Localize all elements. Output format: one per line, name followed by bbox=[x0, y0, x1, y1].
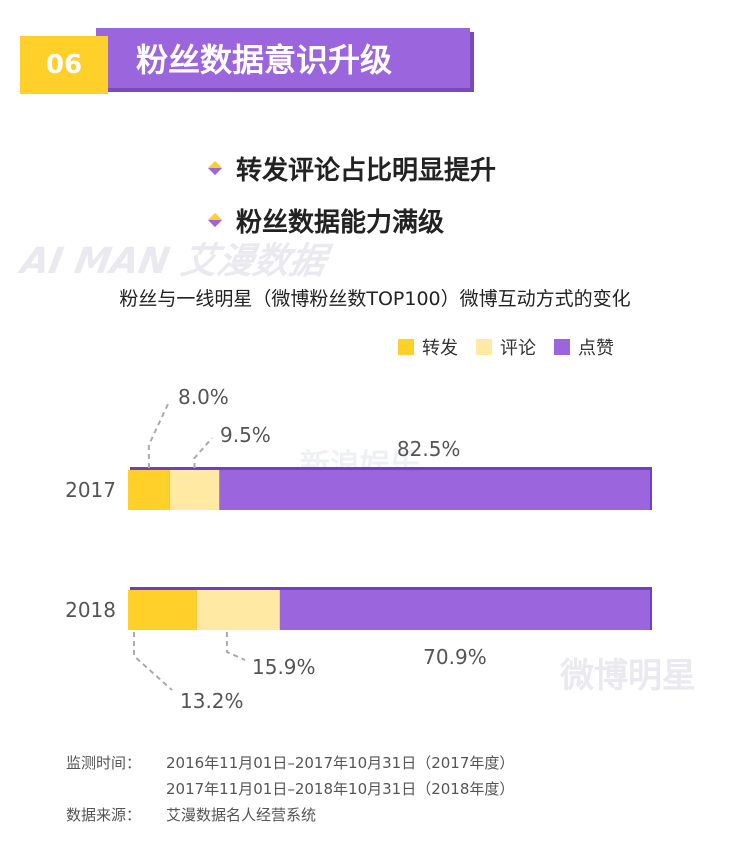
data-label-comment-2018: 15.9% bbox=[252, 655, 316, 679]
data-label-repost-2017: 8.0% bbox=[178, 385, 229, 409]
source-note: 监测时间： 2016年11月01日–2017年10月31日（2017年度） 20… bbox=[66, 750, 514, 828]
bar-segment-comment-2018 bbox=[196, 590, 280, 630]
highlight-list: 转发评论占比明显提升 粉丝数据能力满级 bbox=[207, 142, 497, 246]
bar-segment-like-2017 bbox=[219, 470, 650, 510]
chart-title: 粉丝与一线明星（微博粉丝数TOP100）微博互动方式的变化 bbox=[119, 288, 631, 310]
weibo-star-watermark: 微博明星 bbox=[560, 656, 696, 696]
chart-legend: 转发 评论 点赞 bbox=[398, 334, 632, 360]
legend-swatch bbox=[554, 339, 570, 355]
monitor-period-2018: 2017年11月01日–2018年10月31日（2018年度） bbox=[166, 780, 515, 798]
highlight-item: 粉丝数据能力满级 bbox=[207, 194, 496, 246]
category-label-2017: 2017 bbox=[65, 478, 116, 502]
highlight-text: 转发评论占比明显提升 bbox=[236, 155, 497, 186]
legend-label: 转发 bbox=[422, 338, 458, 359]
monitor-period-2017: 2016年11月01日–2017年10月31日（2017年度） bbox=[166, 754, 515, 772]
leader-line-comment-2018 bbox=[225, 632, 246, 661]
legend-item-like: 点赞 bbox=[554, 334, 614, 360]
section-number: 06 bbox=[20, 36, 108, 94]
data-source-value: 艾漫数据名人经营系统 bbox=[166, 806, 317, 824]
data-label-comment-2017: 9.5% bbox=[220, 423, 271, 447]
section-title: 粉丝数据意识升级 bbox=[96, 28, 470, 88]
legend-item-repost: 转发 bbox=[398, 334, 458, 360]
data-label-like-2018: 70.9% bbox=[423, 645, 487, 669]
monitor-label: 监测时间： bbox=[66, 754, 142, 772]
highlight-item: 转发评论占比明显提升 bbox=[207, 142, 497, 194]
legend-label: 点赞 bbox=[578, 338, 614, 359]
bar-segment-repost-2017 bbox=[128, 470, 170, 510]
section-banner: 06 粉丝数据意识升级 bbox=[20, 22, 470, 98]
data-label-repost-2018: 13.2% bbox=[180, 689, 244, 713]
bar-segment-like-2018 bbox=[279, 590, 650, 630]
legend-label: 评论 bbox=[500, 338, 536, 359]
category-label-2018: 2018 bbox=[65, 598, 116, 622]
data-source-label: 数据来源： bbox=[66, 806, 142, 824]
legend-item-comment: 评论 bbox=[476, 334, 536, 360]
legend-swatch bbox=[398, 339, 414, 355]
legend-swatch bbox=[476, 339, 492, 355]
leader-line-repost-2018 bbox=[133, 632, 173, 691]
data-label-like-2017: 82.5% bbox=[397, 437, 461, 461]
highlight-text: 粉丝数据能力满级 bbox=[236, 207, 445, 238]
bar-segment-repost-2018 bbox=[128, 590, 197, 630]
bar-segment-comment-2017 bbox=[169, 470, 220, 510]
leader-line-comment-2017 bbox=[193, 437, 213, 468]
leader-line-repost-2017 bbox=[147, 403, 169, 468]
